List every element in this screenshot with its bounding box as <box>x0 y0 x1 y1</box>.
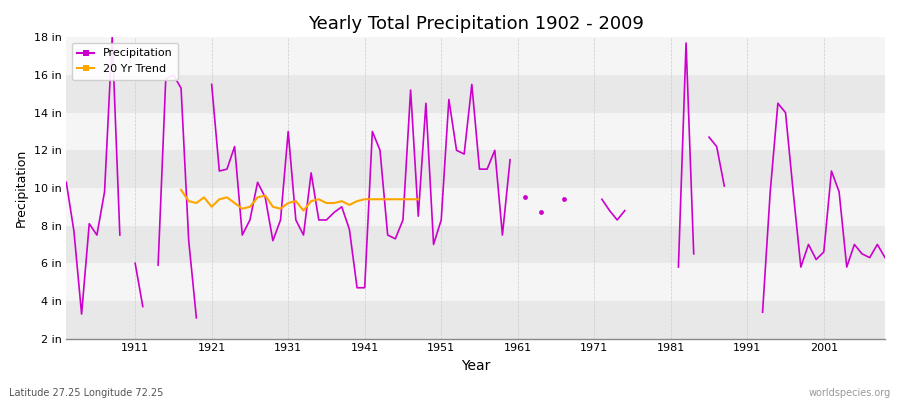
Bar <box>67 263 885 301</box>
Bar <box>67 301 885 338</box>
Y-axis label: Precipitation: Precipitation <box>15 149 28 227</box>
Text: Latitude 27.25 Longitude 72.25: Latitude 27.25 Longitude 72.25 <box>9 388 164 398</box>
Point <box>518 194 533 200</box>
Point <box>534 209 548 216</box>
Bar <box>67 113 885 150</box>
Bar <box>67 75 885 113</box>
Bar <box>67 226 885 263</box>
Text: worldspecies.org: worldspecies.org <box>809 388 891 398</box>
Bar <box>67 188 885 226</box>
Bar <box>67 37 885 75</box>
Legend: Precipitation, 20 Yr Trend: Precipitation, 20 Yr Trend <box>72 43 178 80</box>
X-axis label: Year: Year <box>461 359 491 373</box>
Point <box>556 196 571 202</box>
Bar <box>67 150 885 188</box>
Title: Yearly Total Precipitation 1902 - 2009: Yearly Total Precipitation 1902 - 2009 <box>308 15 644 33</box>
